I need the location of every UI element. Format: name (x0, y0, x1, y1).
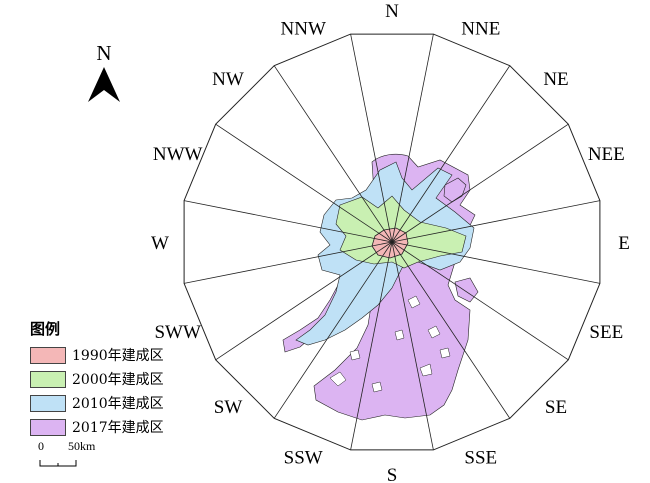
sector-divider (391, 241, 511, 419)
direction-label-see: SEE (589, 322, 623, 343)
scale-end-label: 50km (68, 439, 96, 453)
legend-swatch-2010 (30, 394, 66, 412)
legend-swatch-2000 (30, 370, 66, 388)
legend-label-2000: 2000年建成区 (72, 372, 164, 388)
legend-item: 2000年建成区 (30, 367, 200, 391)
sector-divider (391, 34, 434, 243)
sector-divider (391, 65, 511, 243)
sector-divider (391, 241, 569, 361)
legend-swatch-1990 (30, 346, 66, 364)
direction-label-nww: NWW (153, 144, 203, 165)
legend-item: 1990年建成区 (30, 343, 200, 367)
sector-divider (184, 241, 393, 284)
direction-labels: N NNE NE NEE E SEE SE SSE S SSW SW SWW W NWW NW NNW (151, 1, 630, 483)
direction-label-ne: NE (543, 69, 568, 90)
legend-label-2017: 2017年建成区 (72, 420, 164, 436)
legend-item: 2010年建成区 (30, 391, 200, 415)
direction-label-w: W (151, 233, 169, 254)
sector-divider (391, 123, 569, 243)
direction-label-nnw: NNW (281, 19, 326, 40)
sector-divider (391, 241, 434, 450)
sector-divider (184, 200, 393, 243)
direction-label-ssw: SSW (284, 447, 323, 468)
sector-divider (350, 34, 393, 243)
sector-divider (350, 241, 393, 450)
direction-label-sse: SSE (464, 447, 497, 468)
scale-start-label: 0 (38, 439, 44, 453)
radial-lines (184, 34, 600, 450)
legend-title: 图例 (30, 320, 61, 338)
sector-divider (273, 241, 393, 419)
map-islands (329, 295, 451, 393)
sector-divider (273, 65, 393, 243)
scale-bar: 0 50km (38, 439, 96, 467)
direction-label-n: N (385, 1, 399, 22)
direction-label-e: E (618, 233, 630, 254)
legend-swatch-2017 (30, 418, 66, 436)
direction-label-nee: NEE (588, 144, 625, 165)
direction-label-se: SE (545, 397, 567, 418)
legend: 图例 1990年建成区 2000年建成区 2010年建成区 2017年建成区 (30, 318, 200, 439)
north-arrow-label: N (96, 41, 111, 65)
legend-label-2010: 2010年建成区 (72, 396, 164, 412)
direction-label-sw: SW (214, 397, 243, 418)
legend-item: 2017年建成区 (30, 415, 200, 439)
legend-label-1990: 1990年建成区 (72, 348, 164, 364)
direction-label-nne: NNE (461, 19, 500, 40)
direction-label-s: S (387, 465, 398, 483)
sector-divider (215, 241, 393, 361)
sector-divider (215, 123, 393, 243)
north-arrow: N (88, 41, 120, 102)
sector-divider (391, 241, 600, 284)
sector-divider (391, 200, 600, 243)
north-arrow-icon (88, 67, 120, 102)
direction-label-nw: NW (212, 69, 244, 90)
direction-label-sww: SWW (154, 322, 201, 343)
